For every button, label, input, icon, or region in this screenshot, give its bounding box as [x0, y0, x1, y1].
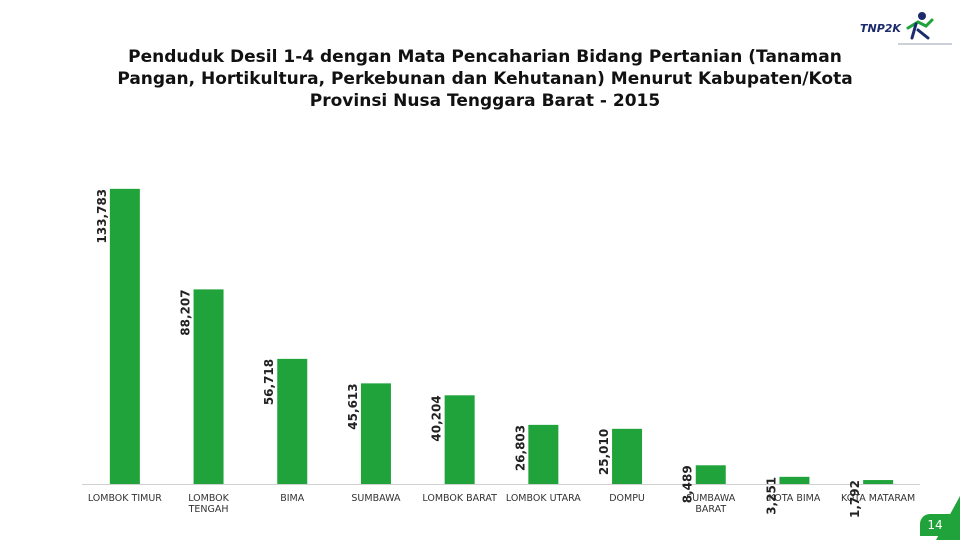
category-label-3: SUMBAWA [351, 493, 401, 504]
bar-9 [863, 480, 894, 484]
category-label-1: LOMBOK [188, 493, 229, 504]
chart-title-line-1: Penduduk Desil 1-4 dengan Mata Pencahari… [128, 47, 842, 67]
data-label-8: 3,251 [764, 477, 778, 515]
category-label-0: LOMBOK TIMUR [88, 493, 162, 504]
logo-text: TNP2K [860, 22, 901, 35]
bar-0 [109, 188, 140, 485]
bar-2 [277, 358, 308, 484]
data-label-1: 88,207 [179, 289, 193, 335]
chart-title: Penduduk Desil 1-4 dengan Mata Pencahari… [60, 46, 910, 112]
category-label-4: LOMBOK BARAT [422, 493, 497, 504]
data-label-3: 45,613 [346, 383, 360, 429]
category-label-1-line-2: TENGAH [188, 504, 229, 515]
data-label-5: 26,803 [513, 425, 527, 471]
bar-3 [360, 383, 391, 484]
page-number: 14 [920, 514, 950, 536]
data-label-9: 1,792 [848, 480, 862, 518]
bar-8 [779, 476, 810, 484]
bar-1 [193, 289, 224, 484]
category-label-6: DOMPU [609, 493, 645, 504]
category-label-8: KOTA BIMA [769, 493, 821, 504]
chart-title-line-2: Pangan, Hortikultura, Perkebunan dan Keh… [117, 69, 853, 89]
bar-6 [612, 428, 643, 484]
tnp2k-logo: TNP2K [858, 8, 954, 52]
data-label-0: 133,783 [95, 189, 109, 244]
bar-4 [444, 395, 475, 484]
data-label-4: 40,204 [430, 395, 444, 441]
category-label-2: BIMA [280, 493, 305, 504]
data-label-7: 8,489 [681, 465, 695, 503]
bar-5 [528, 424, 559, 484]
category-label-7-line-2: BARAT [695, 504, 726, 515]
category-label-7: SUMBAWA [686, 493, 736, 504]
data-label-2: 56,718 [262, 359, 276, 405]
bar-7 [695, 465, 726, 484]
category-label-5: LOMBOK UTARA [506, 493, 581, 504]
runner-icon [898, 12, 952, 45]
chart-title-line-3: Provinsi Nusa Tenggara Barat - 2015 [309, 91, 661, 111]
data-label-6: 25,010 [597, 429, 611, 475]
category-label-9: KOTA MATARAM [841, 493, 915, 504]
